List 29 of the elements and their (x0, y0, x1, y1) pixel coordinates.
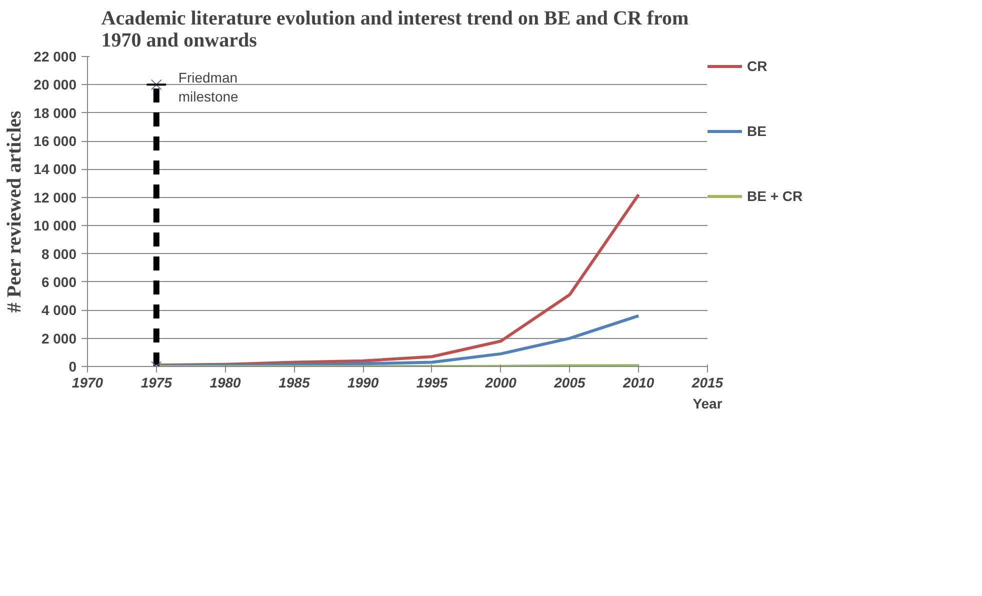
x-axis-title: Year (692, 396, 723, 412)
x-tick-label: 1975 (140, 374, 172, 390)
y-tick-label: 22 000 (34, 48, 77, 64)
x-tick-label: 1985 (278, 374, 310, 390)
y-tick-label: 6 000 (41, 274, 77, 290)
y-tick-label: 12 000 (34, 189, 77, 206)
x-tick-label: 2000 (484, 374, 517, 390)
y-tick-label: 0 (68, 358, 77, 374)
x-tick-label: 1970 (72, 374, 104, 390)
annotation: Friedman milestone (178, 69, 239, 105)
y-tick-label: 18 000 (34, 104, 77, 121)
y-tick-label: 16 000 (34, 133, 77, 150)
legend-label: BE (747, 123, 768, 139)
x-tick-label: 2005 (553, 374, 586, 390)
x-tick-label: 2015 (690, 374, 724, 390)
x-tick-label: 1990 (347, 374, 379, 390)
y-tick-label: 20 000 (34, 76, 77, 93)
y-axis-title: # Peer reviewed articles (4, 110, 26, 313)
y-tick-label: 14 000 (34, 161, 77, 178)
x-tick-label: 2010 (622, 374, 654, 390)
y-tick-label: 10 000 (34, 218, 77, 234)
chart-title: Academic literature evolution and interest trend on BE and CR from 1970 and onwards (101, 8, 690, 52)
y-tick-label: 8 000 (41, 246, 77, 262)
y-tick-label: 2 000 (41, 330, 77, 346)
x-tick-label: 1980 (210, 374, 242, 390)
y-tick-label: 4 000 (41, 302, 77, 318)
legend-label: BE + CR (747, 188, 804, 204)
x-tick-label: 1995 (416, 374, 448, 390)
legend-label: CR (747, 58, 768, 74)
